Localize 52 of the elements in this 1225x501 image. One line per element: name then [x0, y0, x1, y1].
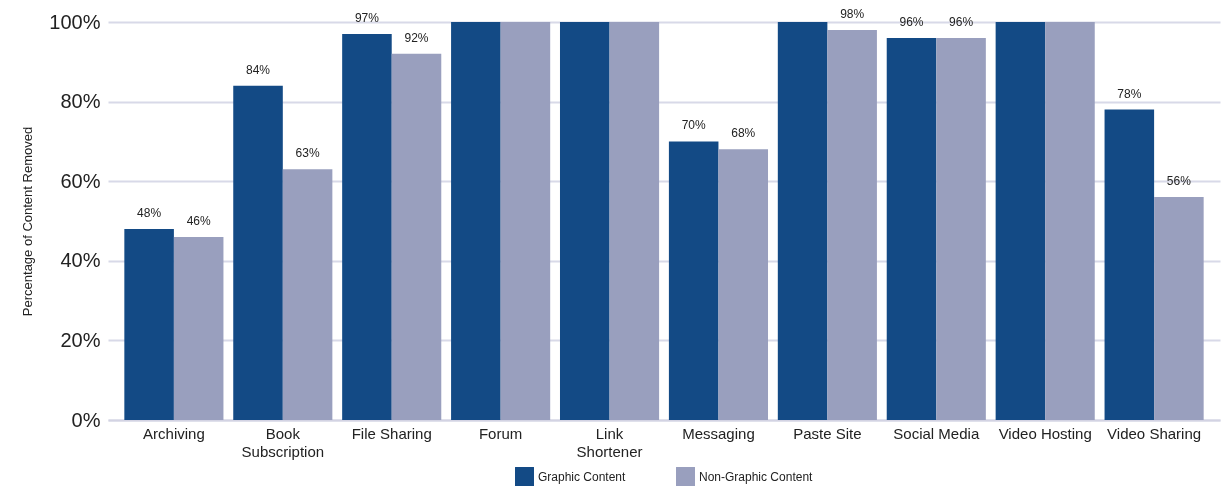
bar [500, 22, 551, 420]
bar [886, 37, 937, 420]
x-tick-label: Messaging [682, 424, 755, 442]
bar [391, 53, 442, 420]
bar [995, 22, 1046, 420]
legend-label: Non-Graphic Content [699, 469, 814, 484]
data-label: 48% [137, 205, 162, 220]
data-label: 98% [840, 6, 865, 21]
y-tick-label: 80% [60, 90, 101, 113]
data-label: 63% [295, 146, 320, 161]
y-tick-label: 60% [60, 169, 101, 192]
y-tick-label: 40% [60, 249, 101, 272]
x-tick-label: Video Hosting [998, 424, 1092, 442]
bar [718, 149, 769, 420]
bar [233, 85, 283, 420]
bar [609, 22, 660, 420]
data-label: 92% [404, 30, 429, 45]
y-axis-title: Percentage of Content Removed [20, 126, 36, 317]
y-tick-label: 20% [60, 328, 101, 351]
y-tick-label: 0% [71, 408, 101, 431]
bar [451, 22, 501, 420]
legend-label: Graphic Content [538, 469, 627, 484]
data-label: 97% [354, 10, 380, 25]
data-label: 70% [681, 118, 707, 133]
bar [173, 236, 224, 420]
data-label: 96% [949, 14, 974, 29]
bar [777, 22, 828, 420]
x-tick-label: Paste Site [793, 424, 862, 442]
y-tick-label: 100% [49, 10, 101, 33]
data-label: 84% [246, 62, 271, 77]
bar [936, 37, 986, 420]
data-label: 78% [1117, 86, 1142, 101]
bar [668, 141, 719, 420]
bar [124, 228, 174, 420]
bar [559, 22, 610, 420]
x-tick-label: Book Subscription [241, 424, 325, 460]
data-label: 56% [1166, 174, 1192, 189]
bar [342, 33, 392, 420]
x-tick-label: Archiving [143, 424, 205, 442]
data-label: 68% [731, 126, 756, 141]
x-tick-label: File Sharing [351, 424, 432, 442]
data-label: 96% [899, 14, 924, 29]
data-label: 46% [186, 213, 211, 228]
x-tick-label: Video Sharing [1107, 424, 1202, 442]
x-tick-label: Forum [478, 424, 523, 442]
bar [282, 169, 333, 420]
bar [1104, 109, 1155, 420]
x-tick-label: Social Media [893, 424, 980, 442]
bar [1045, 22, 1095, 420]
bar [827, 29, 877, 420]
x-tick-label: Link Shortener [576, 424, 643, 460]
bar [1154, 197, 1204, 420]
